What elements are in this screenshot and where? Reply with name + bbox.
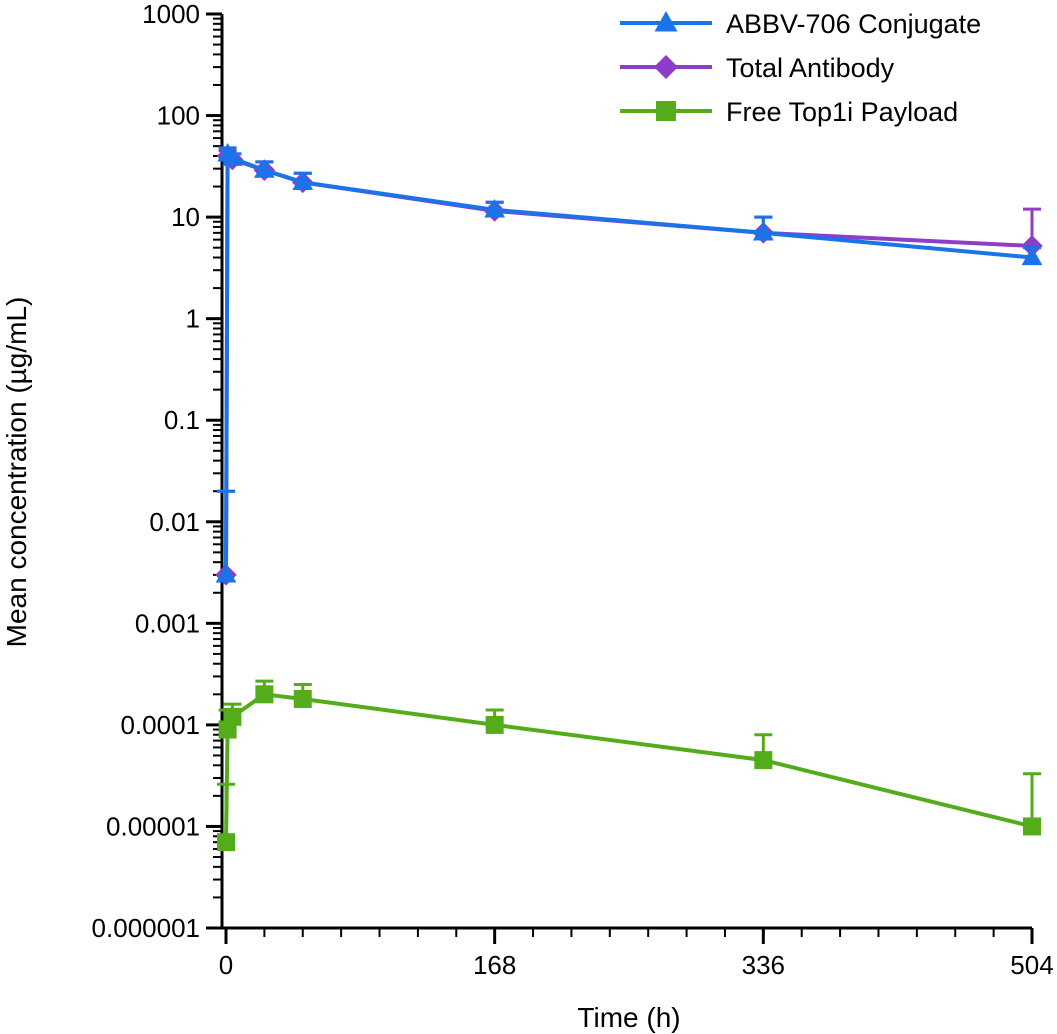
x-tick-label: 504 xyxy=(1010,950,1053,980)
y-tick-label: 10 xyxy=(171,202,200,232)
y-tick-label: 1000 xyxy=(142,0,200,29)
series-line xyxy=(224,692,1033,843)
legend-label: Free Top1i Payload xyxy=(726,97,958,127)
legend-marker xyxy=(656,101,676,121)
legend-marker xyxy=(654,55,678,79)
data-point xyxy=(292,171,314,190)
legend-item: Total Antibody xyxy=(620,53,895,83)
data-point xyxy=(222,147,243,166)
series-line xyxy=(224,151,1033,575)
legend-item: Free Top1i Payload xyxy=(620,97,958,127)
x-axis-title: Time (h) xyxy=(577,1002,680,1033)
legend-marker xyxy=(654,11,678,32)
y-axis-title: Mean concentration (µg/mL) xyxy=(1,297,32,648)
y-tick-label: 0.01 xyxy=(149,507,200,537)
y-tick-label: 0.1 xyxy=(164,405,200,435)
x-tick-label: 0 xyxy=(219,950,233,980)
y-tick-label: 100 xyxy=(157,101,200,131)
series-free-top1i-payload xyxy=(217,679,1041,852)
y-tick-label: 0.000001 xyxy=(92,913,200,943)
data-point xyxy=(293,689,312,708)
data-point xyxy=(484,199,506,218)
data-point xyxy=(217,833,235,852)
x-tick-label: 168 xyxy=(473,950,516,980)
data-point xyxy=(485,715,504,734)
data-point xyxy=(255,685,274,704)
legend-item: ABBV-706 Conjugate xyxy=(620,9,981,39)
data-point xyxy=(1023,817,1041,836)
data-point xyxy=(254,159,275,178)
data-point xyxy=(752,222,774,241)
axes: 0.000001 0.00001 0.0001 0.001 0.01 0.1 1 10 100 1… xyxy=(92,0,1054,980)
series-abbv-706-conjugate xyxy=(215,143,1043,583)
data-point xyxy=(1021,246,1043,266)
series-total-antibody xyxy=(215,145,1043,586)
y-tick-label: 0.001 xyxy=(135,608,200,638)
y-tick-label: 0.0001 xyxy=(120,710,200,740)
data-point xyxy=(215,564,237,583)
series-layer xyxy=(215,143,1043,852)
data-point xyxy=(223,707,242,726)
data-point xyxy=(1021,235,1043,257)
y-tick-label: 1 xyxy=(186,304,200,334)
data-point xyxy=(754,751,773,770)
legend: ABBV-706 Conjugate Total Antibody Free Top… xyxy=(620,9,981,127)
x-tick-label: 336 xyxy=(742,950,785,980)
legend-label: Total Antibody xyxy=(726,53,895,83)
legend-label: ABBV-706 Conjugate xyxy=(726,9,981,39)
series-line xyxy=(224,153,1033,575)
y-tick-label: 0.00001 xyxy=(106,811,200,841)
